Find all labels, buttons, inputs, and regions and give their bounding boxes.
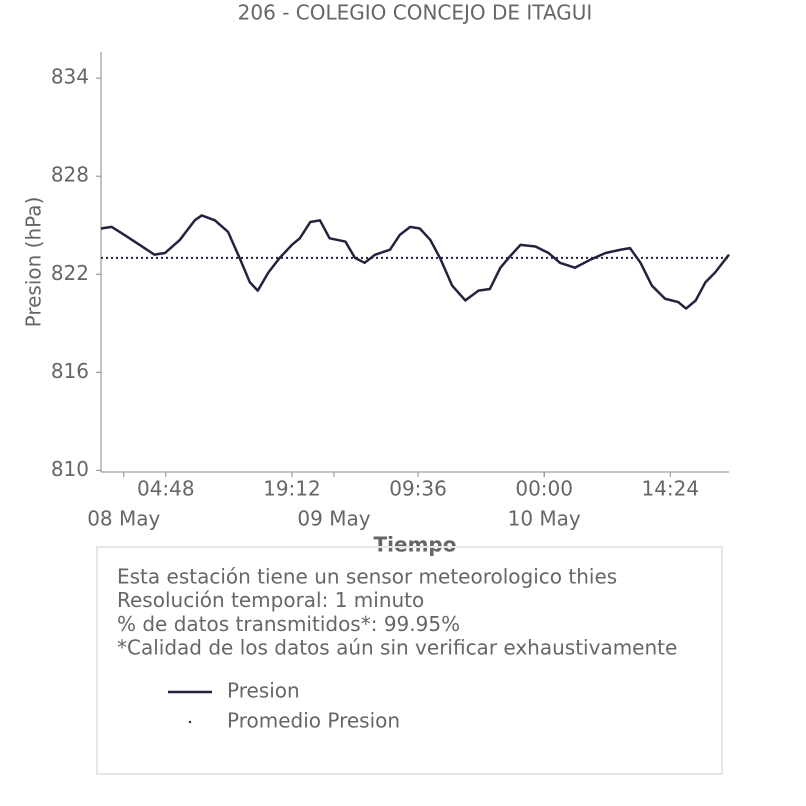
y-tick-label: 834: [51, 65, 89, 89]
x-tick-label: 19:12: [263, 477, 321, 501]
info-text: % de datos transmitidos*: 99.95%: [117, 612, 460, 636]
chart-title: 206 - COLEGIO CONCEJO DE ITAGUI: [238, 1, 593, 25]
y-tick-label: 816: [51, 359, 89, 383]
x-tick-label: 14:24: [641, 477, 699, 501]
x-tick-label: 04:48: [137, 477, 195, 501]
y-axis-label: Presion (hPa): [22, 197, 46, 328]
x-major-tick-label: 09 May: [297, 507, 370, 531]
info-text: Resolución temporal: 1 minuto: [117, 588, 424, 612]
info-text: Esta estación tiene un sensor meteorolog…: [117, 565, 617, 589]
legend-label: Promedio Presion: [227, 709, 400, 733]
info-text: *Calidad de los datos aún sin verificar …: [117, 636, 677, 660]
y-tick-label: 828: [51, 163, 89, 187]
y-tick-label: 822: [51, 261, 89, 285]
x-major-tick-label: 10 May: [508, 507, 581, 531]
y-tick-label: 810: [51, 457, 89, 481]
x-tick-label: 00:00: [515, 477, 573, 501]
info-box: [96, 546, 723, 775]
legend-swatch: [188, 720, 192, 724]
x-axis-label: Tiempo: [374, 533, 457, 557]
legend-label: Presion: [227, 679, 300, 703]
x-major-tick-label: 08 May: [87, 507, 160, 531]
line-series: [100, 214, 730, 310]
x-tick-label: 09:36: [389, 477, 447, 501]
